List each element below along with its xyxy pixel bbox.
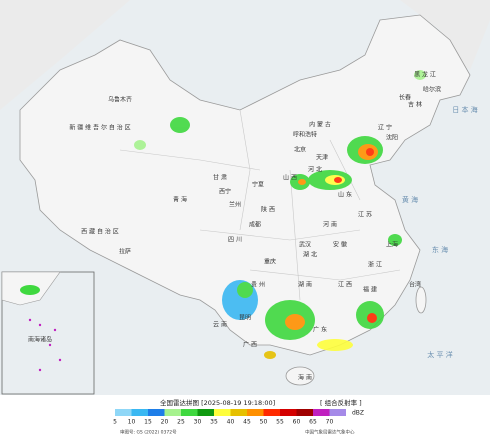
legend-value: 60 [293,419,301,426]
legend-swatch [280,409,297,416]
legend-swatch [230,409,247,416]
legend-value: 5 [113,419,117,426]
place-label: 河 南 [323,221,337,229]
place-label: 山 西 [283,174,297,182]
legend-value: 55 [276,419,284,426]
approval-number: 审图号: GS (2022) 0372号 [120,429,177,436]
place-label: 湖 北 [303,251,317,259]
legend-value: 65 [309,419,317,426]
place-label: 辽 宁 [378,124,392,132]
place-label: 台湾 [409,281,421,289]
legend-value: 30 [194,419,202,426]
legend-value: 15 [144,419,152,426]
place-label: 河 北 [308,166,322,174]
place-label: 上海 [386,241,398,249]
place-label: 南海诸岛 [28,336,52,344]
place-label: 云 南 [213,321,227,329]
place-label: 太 平 洋 [427,350,452,359]
place-label: 湖 南 [298,281,312,289]
taiwan [415,286,427,314]
legend-swatch [313,409,330,416]
place-label: 吉 林 [408,101,422,109]
legend-value: 10 [128,419,136,426]
place-label: 兰州 [229,201,241,209]
agency: 中国气象局雷达气象中心 [305,429,355,436]
legend-swatch [131,409,148,416]
place-label: 广 东 [313,326,327,334]
place-label: 重庆 [264,258,276,266]
place-label: 海 南 [298,374,312,382]
place-label: 江 苏 [358,211,372,219]
place-label: 广 西 [243,341,257,349]
place-label: 哈尔滨 [423,86,441,94]
legend-title: 全国雷达拼图 [2025-08-19 19:18:00] [160,398,275,407]
legend-swatch [329,409,346,416]
legend-swatch [296,409,313,416]
place-label: 新 疆 维 吾 尔 自 治 区 [69,124,130,132]
legend-swatch [214,409,231,416]
place-label: 四 川 [228,237,242,244]
place-label: 江 西 [338,282,352,289]
legend-value: 70 [326,419,334,426]
legend-swatch [115,409,132,416]
legend-value: 35 [210,419,218,426]
place-label: 武汉 [299,241,311,249]
legend-value: 45 [243,419,251,426]
place-label: 北京 [294,146,306,154]
place-label: 陕 西 [261,206,275,214]
place-label: 日 本 海 [452,105,477,114]
place-label: 西 藏 自 治 区 [81,228,119,236]
neighbor-land [0,0,490,110]
place-label: 呼和浩特 [293,131,317,139]
place-label: 浙 江 [368,261,382,269]
legend-value: 25 [177,419,185,426]
hainan [285,366,315,386]
place-label: 内 蒙 古 [309,121,331,129]
place-label: 拉萨 [119,248,131,256]
place-label: 福 建 [363,286,377,294]
radar-echoes [134,70,426,359]
legend-panel [0,395,490,439]
place-label: 黑 龙 江 [414,71,436,79]
place-label: 宁夏 [252,181,264,189]
province-borders [119,109,401,301]
china-land [19,14,471,356]
legend-value: 20 [161,419,169,426]
place-label: 东 海 [432,245,448,254]
legend-swatch [197,409,214,416]
place-label: 山 东 [338,191,352,199]
place-label: 乌鲁木齐 [108,96,132,104]
place-label: 黄 海 [402,195,418,204]
legend: 5 10 15 20 25 30 35 40 45 50 55 60 65 70 dBZ [113,409,364,426]
place-label: 甘 肃 [213,174,227,182]
place-label: 昆明 [239,315,251,322]
place-label: 天津 [316,155,328,162]
legend-swatch [164,409,181,416]
place-label: 沈阳 [386,134,398,142]
place-label: 长春 [399,94,411,102]
legend-unit: dBZ [352,410,364,417]
place-label: 贵 州 [251,281,265,289]
place-label: 西宁 [219,188,231,196]
legend-swatch [247,409,264,416]
legend-swatch [263,409,280,416]
legend-value: 50 [260,419,268,426]
place-label: 安 徽 [333,241,347,249]
legend-swatch [148,409,165,416]
place-label: 青 海 [173,196,187,204]
product-name: [ 组合反射率 ] [320,398,362,407]
legend-swatch [181,409,198,416]
legend-value: 40 [227,419,235,426]
south-sea-inset [1,271,95,395]
place-label: 成都 [249,221,261,229]
